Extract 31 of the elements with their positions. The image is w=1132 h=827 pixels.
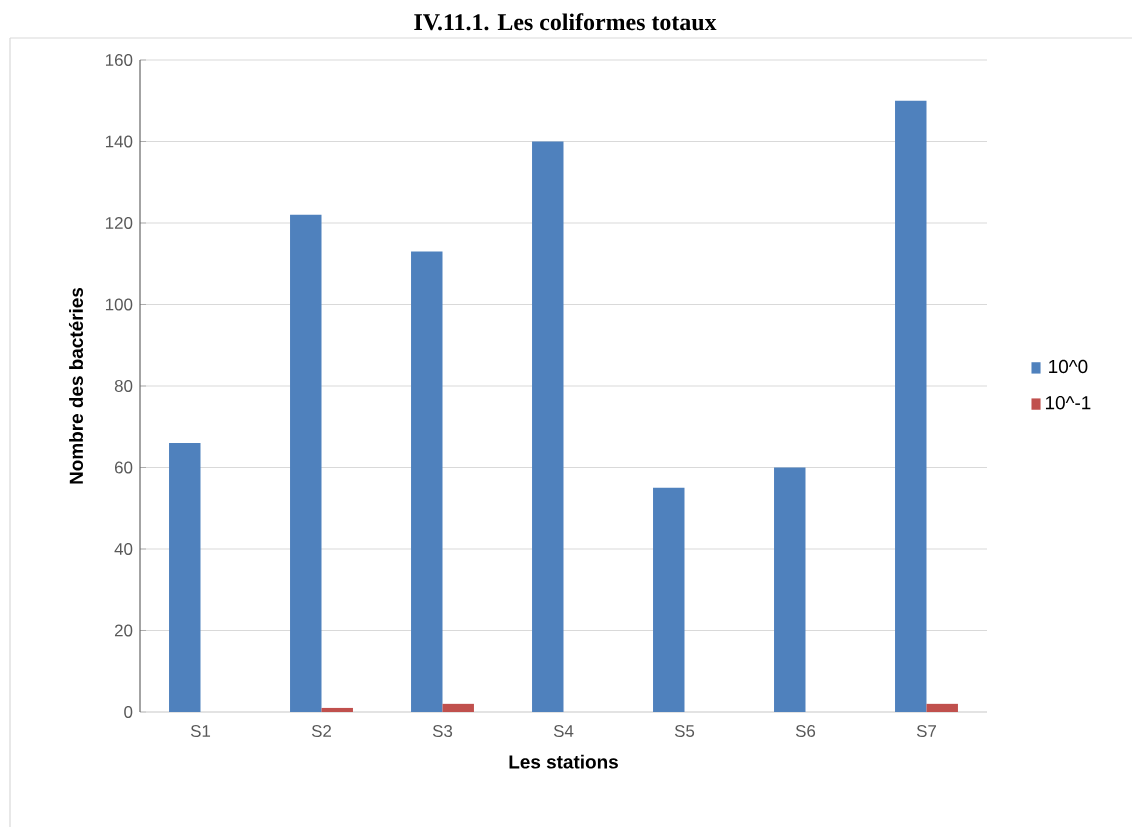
bar (532, 141, 564, 712)
y-tick-label: 120 (105, 217, 133, 229)
x-tick-label: S5 (674, 725, 695, 738)
y-tick-label: 160 (105, 54, 133, 66)
y-tick-label: 100 (105, 298, 133, 311)
x-tick-label: S1 (190, 725, 211, 738)
x-tick-label: S7 (916, 725, 936, 738)
y-axis-title: Nombre des bactéries (68, 287, 84, 484)
x-tick-label: S6 (795, 725, 816, 738)
bar (411, 251, 443, 712)
bar (442, 703, 474, 712)
x-axis-title: Les stations (509, 754, 618, 769)
chart-title: IV.11.1. Les coliformes totaux (414, 13, 717, 31)
x-tick-label: S2 (311, 725, 331, 738)
y-tick-label: 0 (124, 706, 133, 718)
x-tick-label: S3 (432, 725, 453, 738)
y-tick-label: 80 (114, 380, 133, 392)
bar (895, 100, 927, 712)
bar (774, 467, 806, 712)
bar (169, 443, 201, 712)
legend-label: 10^0 (1049, 359, 1088, 374)
legend-label: 10^-1 (1045, 395, 1091, 410)
x-tick-label: S4 (553, 725, 574, 738)
bar (653, 487, 685, 712)
bar (290, 214, 322, 712)
y-tick-label: 40 (114, 543, 133, 555)
y-tick-label: 140 (105, 135, 133, 148)
y-tick-label: 20 (114, 624, 133, 637)
y-tick-label: 60 (115, 461, 133, 474)
bar (926, 703, 958, 712)
bar (321, 707, 353, 712)
